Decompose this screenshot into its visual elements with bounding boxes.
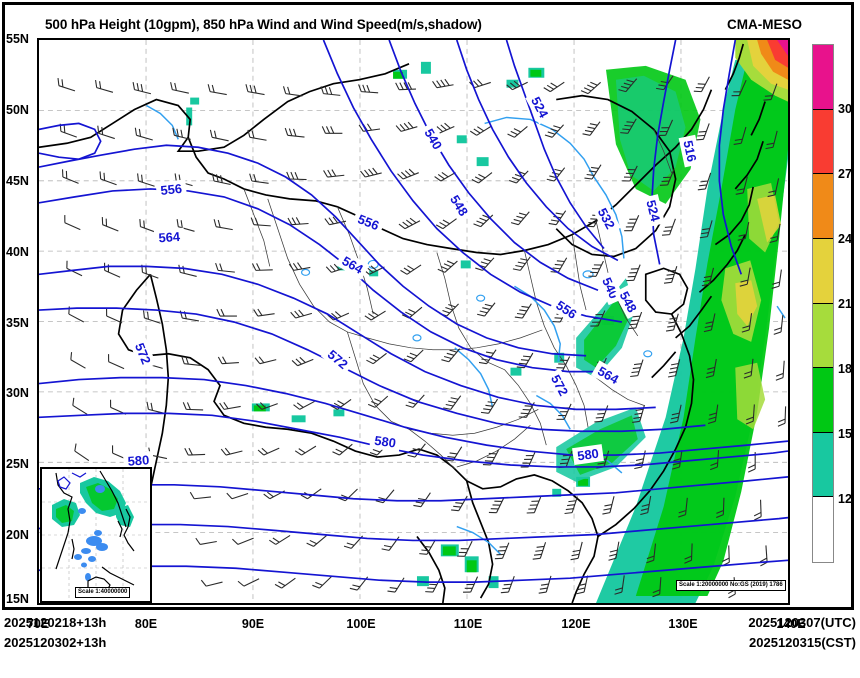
y-tick-40n: 40N [6,245,29,259]
y-tick-35n: 35N [6,316,29,330]
colorbar-tick-24: 24 [838,232,852,246]
windspeed-colorbar[interactable] [812,44,834,563]
inset-windspeed-shading [52,477,134,581]
x-tick-140e: 140E [776,617,806,631]
page-title: 500 hPa Height (10gpm), 850 hPa Wind and… [45,17,482,32]
contour-labels: 524 516 540 556 548 [122,90,702,470]
footer-init-utc: 2025120218+13h [4,615,107,630]
colorbar-band-18-21 [813,303,833,369]
colorbar-tick-30: 30 [838,102,852,116]
svg-text:564: 564 [158,229,181,246]
model-label: CMA-MESO [727,17,802,32]
colorbar-band-21-24 [813,238,833,304]
x-tick-100e: 100E [346,617,376,631]
x-tick-70e: 70E [26,617,50,631]
colorbar-band-24-27 [813,174,833,239]
y-tick-30n: 30N [6,386,29,400]
footer-valid-utc: 2025120307(UTC) [748,615,856,630]
x-tick-110e: 110E [453,617,483,631]
inset-map[interactable]: Scale 1:40000000 [40,467,152,603]
inset-scale-label: Scale 1:40000000 [75,587,131,598]
colorbar-band-15-18 [813,368,833,433]
colorbar-tick-15: 15 [838,427,852,441]
y-tick-15n: 15N [6,592,29,606]
inset-map-canvas [42,469,150,601]
map-canvas: 524 516 540 556 548 [39,40,788,603]
figure-border [2,2,854,610]
y-tick-50n: 50N [6,103,29,117]
inset-rivers [57,472,87,490]
svg-text:516: 516 [680,139,699,163]
y-tick-20n: 20N [6,528,29,542]
colorbar-band-below-12 [813,497,833,562]
map-plot-area[interactable]: 524 516 540 556 548 [37,38,790,605]
y-tick-55n: 55N [6,32,29,46]
x-tick-130e: 130E [668,617,698,631]
y-tick-45n: 45N [6,174,29,188]
colorbar-band-12-15 [813,432,833,498]
colorbar-band-27-30 [813,109,833,175]
svg-text:524: 524 [643,198,663,223]
svg-text:572: 572 [132,341,154,367]
y-tick-25n: 25N [6,457,29,471]
x-tick-80e: 80E [134,617,158,631]
svg-text:580: 580 [374,433,397,451]
x-tick-90e: 90E [241,617,265,631]
svg-text:580: 580 [127,452,150,468]
x-tick-120e: 120E [561,617,591,631]
footer-valid-cst: 2025120315(CST) [749,635,856,650]
svg-text:556: 556 [356,211,382,233]
footer-init-cst: 2025120302+13h [4,635,107,650]
map-admin-boundaries [243,129,672,470]
map-scale-label: Scale 1:20000000 No:GS (2019) 1786 [676,580,786,591]
height-contours [39,40,788,583]
colorbar-band-30plus [813,45,833,110]
svg-text:556: 556 [160,181,183,198]
svg-text:580: 580 [576,446,599,464]
colorbar-tick-12: 12 [838,492,852,506]
colorbar-tick-21: 21 [838,297,852,311]
colorbar-tick-18: 18 [838,362,852,376]
colorbar-tick-27: 27 [838,167,852,181]
